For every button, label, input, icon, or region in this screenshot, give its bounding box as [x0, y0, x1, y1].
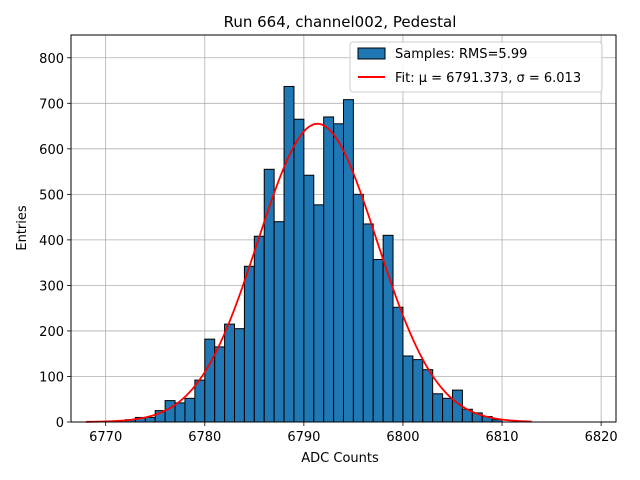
y-tick-label: 500	[39, 188, 64, 203]
histogram-bar	[144, 416, 156, 423]
histogram-bar	[164, 400, 176, 423]
histogram-bar	[333, 123, 345, 423]
histogram-bar	[253, 235, 265, 423]
histogram-bar	[412, 359, 424, 423]
plot-frame	[70, 34, 617, 423]
x-tick-label: 6790	[287, 430, 320, 445]
histogram-bar	[303, 174, 315, 423]
histogram-bar	[313, 204, 325, 423]
legend-swatch-samples	[357, 47, 386, 60]
histogram-bar	[293, 118, 305, 423]
histogram-bar	[273, 221, 285, 423]
y-tick-label: 600	[39, 143, 64, 158]
histogram-bar	[392, 306, 404, 423]
gaussian-fit-curve	[85, 122, 532, 423]
histogram-bar	[283, 85, 295, 423]
x-tick-label: 6780	[188, 430, 221, 445]
histogram-bar	[214, 346, 226, 423]
histogram-bar	[442, 397, 454, 423]
y-tick-label: 0	[56, 416, 64, 431]
histogram-bar	[184, 397, 196, 423]
histogram-bar	[174, 402, 186, 423]
histogram-bar	[352, 193, 364, 423]
x-axis-label: ADC Counts	[301, 451, 379, 466]
histogram-bar	[234, 328, 245, 423]
histogram-bar	[323, 116, 335, 423]
legend-label-samples: Samples: RMS=5.99	[395, 47, 527, 62]
histogram-bar	[402, 355, 414, 423]
axis-ticks: 6770 6780 6790 6800 6810 6820 0 100 200 300 400 500…	[39, 52, 618, 445]
y-tick-label: 800	[39, 52, 64, 67]
histogram-bar	[204, 338, 216, 423]
y-axis-label: Entries	[15, 205, 30, 251]
legend-label-fit: Fit: μ = 6791.373, σ = 6.013	[395, 71, 581, 86]
x-tick-label: 6800	[386, 430, 419, 445]
y-tick-label: 100	[39, 370, 64, 385]
y-tick-label: 400	[39, 234, 64, 249]
histogram-bar	[432, 393, 444, 423]
histogram-bar	[224, 323, 236, 423]
fit-curve-group	[85, 122, 532, 423]
histogram-bar	[362, 223, 374, 423]
x-tick-label: 6820	[585, 430, 618, 445]
histogram-bars	[125, 85, 503, 423]
x-tick-label: 6770	[89, 430, 122, 445]
histogram-bar	[243, 265, 255, 423]
histogram-bar	[343, 99, 354, 423]
y-tick-label: 200	[39, 325, 64, 340]
chart-title: Run 664, channel002, Pedestal	[224, 13, 457, 31]
legend: Samples: RMS=5.99 Fit: μ = 6791.373, σ =…	[349, 41, 603, 93]
y-tick-label: 700	[39, 97, 64, 112]
histogram-bar	[422, 369, 434, 423]
histogram-bar	[372, 258, 384, 423]
x-tick-label: 6810	[485, 430, 518, 445]
legend-box	[349, 41, 603, 93]
histogram-bar	[194, 379, 206, 423]
y-tick-label: 300	[39, 279, 64, 294]
